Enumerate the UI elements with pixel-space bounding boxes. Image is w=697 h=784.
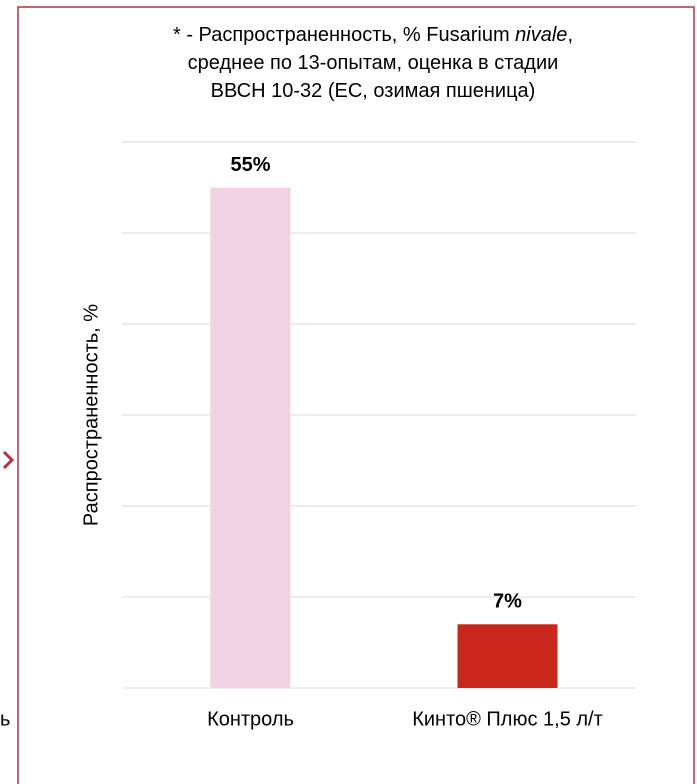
chart-title: ВВСН 10-32 (ЕС, озимая пшеница) bbox=[211, 80, 536, 102]
y-axis-label: Распространенность, % bbox=[80, 304, 102, 526]
frame bbox=[17, 6, 695, 784]
chart-title: среднее по 13-опытам, оценка в стадии bbox=[188, 52, 559, 74]
title-segment: * - Распространенность, % Fusarium bbox=[173, 24, 515, 46]
title-segment: ВВСН 10-32 (ЕС, озимая пшеница) bbox=[211, 80, 536, 102]
side-fragment: ь bbox=[0, 708, 10, 730]
x-tick-label: Кинто® Плюс 1,5 л/т bbox=[412, 708, 603, 730]
x-tick-label: Контроль bbox=[207, 708, 294, 730]
title-segment: nivale bbox=[515, 24, 567, 46]
chart-title: * - Распространенность, % Fusarium nival… bbox=[173, 24, 573, 46]
value-label: 7% bbox=[493, 591, 522, 613]
arrow bbox=[2, 450, 15, 470]
bar bbox=[210, 187, 291, 688]
title-segment: , bbox=[567, 24, 573, 46]
title-segment: среднее по 13-опытам, оценка в стадии bbox=[188, 52, 559, 74]
bar bbox=[457, 624, 558, 688]
value-label: 55% bbox=[230, 154, 270, 176]
